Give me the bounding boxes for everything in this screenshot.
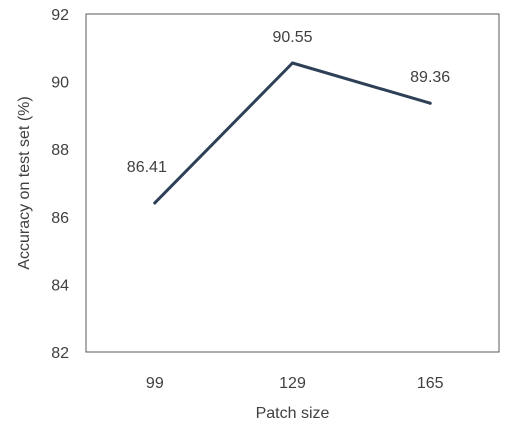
- x-axis-ticks: 99 129 165: [146, 375, 444, 392]
- data-point: [153, 201, 157, 205]
- y-axis-ticks: 82 84 86 88 90 92: [51, 7, 69, 362]
- y-tick-label: 92: [51, 7, 69, 24]
- data-point: [291, 61, 294, 65]
- data-label: 89.36: [410, 69, 450, 86]
- data-labels: 86.41 90.55 89.36: [127, 29, 450, 176]
- series-line: [153, 61, 432, 205]
- y-axis-title: Accuracy on test set (%): [16, 96, 33, 269]
- y-tick-label: 88: [51, 142, 69, 159]
- x-tick-label: 99: [146, 375, 164, 392]
- y-tick-label: 86: [51, 210, 69, 227]
- x-tick-label: 129: [279, 375, 306, 392]
- data-point: [428, 101, 432, 105]
- y-tick-label: 84: [51, 277, 69, 294]
- y-tick-label: 82: [51, 345, 69, 362]
- series-group: [153, 61, 432, 205]
- x-tick-label: 165: [417, 375, 444, 392]
- y-tick-label: 90: [51, 75, 69, 92]
- data-label: 90.55: [272, 29, 312, 46]
- plot-area-frame: [85, 13, 500, 353]
- x-axis-title: Patch size: [256, 405, 330, 422]
- data-label: 86.41: [127, 159, 167, 176]
